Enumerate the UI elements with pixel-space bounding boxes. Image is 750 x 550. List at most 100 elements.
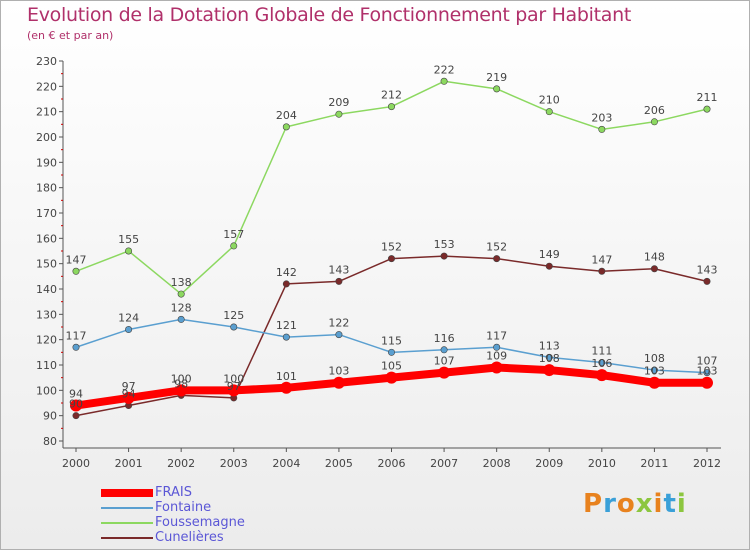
y-tick-label: 220 [36, 80, 57, 93]
logo-letter: o [616, 489, 636, 519]
y-tick-label: 210 [36, 106, 57, 119]
legend-swatch [101, 488, 153, 497]
data-label: 149 [539, 248, 560, 261]
data-point [701, 376, 713, 389]
data-label: 155 [118, 233, 139, 246]
data-label: 147 [66, 253, 87, 266]
data-label: 222 [434, 63, 455, 76]
data-label: 90 [69, 398, 83, 411]
data-point [122, 391, 135, 404]
chart-title: Evolution de la Dotation Globale de Fonc… [27, 4, 632, 26]
data-label: 122 [328, 317, 349, 330]
data-point [332, 376, 345, 389]
data-point [230, 242, 238, 250]
data-label: 107 [434, 355, 455, 368]
data-point [440, 77, 448, 85]
data-point [703, 105, 711, 113]
data-point [282, 123, 290, 131]
data-point [650, 118, 658, 126]
data-point [545, 262, 553, 270]
data-label: 100 [223, 372, 244, 385]
data-point [335, 331, 343, 339]
y-tick-label: 140 [36, 283, 57, 296]
data-point [177, 290, 185, 298]
data-point [438, 366, 451, 379]
logo-letter: x [635, 489, 654, 519]
data-label: 103 [644, 365, 665, 378]
logo-letter: P [583, 489, 604, 519]
data-label: 212 [381, 89, 402, 102]
data-point [230, 323, 238, 331]
data-label: 103 [697, 365, 718, 378]
data-point [72, 267, 80, 275]
data-point [440, 252, 448, 260]
data-label: 98 [174, 377, 188, 390]
data-label: 143 [697, 263, 718, 276]
data-label: 113 [539, 339, 560, 352]
y-tick-label: 110 [36, 359, 57, 372]
data-label: 117 [486, 329, 507, 342]
data-point [280, 381, 293, 394]
legend-swatch [101, 521, 153, 524]
data-point [440, 346, 448, 354]
legend-label: Cunelières [155, 530, 224, 545]
chart-legend: FRAIS Fontaine Foussemagne Cunelières [101, 485, 245, 545]
data-point [175, 384, 188, 397]
x-tick-label: 2003 [220, 457, 248, 470]
data-point [335, 110, 343, 118]
data-point [72, 412, 80, 420]
data-point [703, 369, 711, 377]
data-label: 115 [381, 334, 402, 347]
data-label: 94 [122, 388, 136, 401]
legend-swatch [101, 536, 153, 539]
data-point [595, 369, 608, 382]
data-point [282, 333, 290, 341]
y-tick-label: 130 [36, 308, 57, 321]
legend-item: FRAIS [101, 485, 245, 500]
data-point [650, 265, 658, 273]
x-tick-label: 2012 [693, 457, 721, 470]
data-label: 143 [328, 263, 349, 276]
logo-letter: t [663, 489, 677, 519]
data-label: 203 [591, 111, 612, 124]
data-point [543, 364, 556, 377]
data-label: 157 [223, 228, 244, 241]
data-label: 103 [328, 365, 349, 378]
data-label: 94 [69, 388, 83, 401]
legend-label: Fontaine [155, 500, 212, 515]
data-point [493, 85, 501, 93]
legend-label: Foussemagne [155, 515, 245, 530]
data-label: 128 [171, 301, 192, 314]
data-label: 210 [539, 94, 560, 107]
data-label: 97 [122, 380, 136, 393]
legend-label: FRAIS [155, 485, 192, 500]
data-label: 152 [486, 241, 507, 254]
data-label: 153 [434, 238, 455, 251]
data-label: 148 [644, 251, 665, 264]
data-point [177, 315, 185, 323]
data-label: 152 [381, 241, 402, 254]
data-point [493, 255, 501, 263]
x-tick-label: 2000 [62, 457, 90, 470]
legend-swatch [101, 506, 153, 509]
x-tick-label: 2006 [378, 457, 406, 470]
y-tick-label: 180 [36, 182, 57, 195]
data-point [650, 366, 658, 374]
y-tick-label: 90 [43, 410, 57, 423]
data-point [490, 361, 503, 374]
data-label: 124 [118, 312, 139, 325]
data-point [282, 280, 290, 288]
data-label: 121 [276, 319, 297, 332]
logo-letter: r [603, 489, 617, 519]
data-label: 211 [697, 91, 718, 104]
y-tick-label: 200 [36, 131, 57, 144]
chart-subtitle: (en € et par an) [27, 29, 114, 42]
data-label: 117 [66, 329, 87, 342]
y-tick-label: 150 [36, 258, 57, 271]
data-label: 142 [276, 266, 297, 279]
data-point [545, 353, 553, 361]
proxiti-logo: Proxiti [583, 489, 687, 519]
data-point [493, 343, 501, 351]
